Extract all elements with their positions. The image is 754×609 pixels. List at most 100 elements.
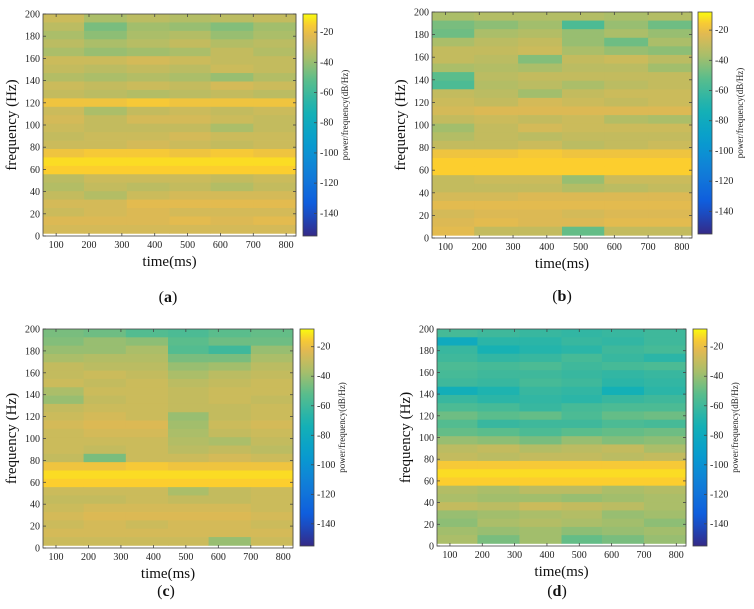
heatmap-cell (168, 512, 209, 521)
colorbar-tick-label: -120 (710, 489, 728, 500)
heatmap-cell (126, 81, 170, 91)
heatmap-cell (253, 140, 297, 150)
heatmap-cell (43, 345, 84, 355)
heatmap-cell (43, 56, 85, 66)
heatmap-cell (125, 420, 169, 430)
y-tick-label: 20 (30, 209, 40, 220)
heatmap-cell (169, 208, 211, 217)
heatmap-cell (253, 132, 297, 141)
heatmap-cell (518, 183, 563, 193)
heatmap-cell (437, 502, 478, 511)
heatmap-cell (601, 502, 645, 511)
heatmap-cell (83, 387, 127, 396)
y-tick-label: 80 (424, 455, 434, 466)
heatmap-cell (126, 182, 170, 192)
heatmap-cell (250, 387, 294, 396)
heatmap-cell (208, 428, 252, 438)
heatmap-cell (43, 98, 85, 108)
heatmap-cell (43, 487, 84, 496)
colorbar-tick-label: -120 (317, 489, 335, 500)
heatmap-cell (604, 132, 649, 142)
heatmap-cell (210, 39, 254, 49)
heatmap-cell (519, 337, 562, 346)
x-tick-label: 500 (572, 550, 587, 561)
heatmap-cell (519, 386, 562, 396)
heatmap-cell (519, 427, 562, 437)
heatmap-cell (437, 460, 478, 470)
heatmap-cells (43, 329, 294, 546)
heatmap-cell (84, 216, 128, 226)
heatmap-cell (208, 512, 252, 521)
heatmap-cell (474, 123, 519, 133)
heatmap-cell (125, 387, 169, 396)
heatmap-cell (562, 166, 605, 176)
heatmap-cell (477, 394, 520, 404)
heatmap-cell (253, 98, 297, 108)
heatmap-cell (518, 54, 563, 64)
heatmap-cell (208, 495, 252, 505)
y-tick-label: 40 (30, 500, 40, 511)
heatmap-cell (474, 80, 519, 90)
heatmap-cell (474, 12, 519, 21)
heatmap-cell (432, 20, 475, 30)
heatmap-cell (126, 106, 170, 116)
y-tick-label: 80 (30, 143, 40, 154)
heatmap-cell (84, 140, 128, 150)
heatmap-cell (250, 487, 294, 496)
x-tick-label: 100 (442, 550, 457, 561)
heatmap-cell (43, 208, 85, 217)
heatmap-cell (126, 47, 170, 57)
colorbar-label: power/frequency(dB/Hz) (730, 382, 740, 472)
heatmap-cell (250, 353, 294, 363)
heatmap-cell (648, 192, 693, 202)
heatmap-cell (518, 20, 563, 30)
heatmap-cell (169, 165, 211, 175)
heatmap-cell (250, 420, 294, 430)
heatmap-cell (169, 123, 211, 133)
colorbar (302, 13, 318, 237)
heatmap-cell (83, 503, 127, 513)
heatmap-cell (474, 72, 519, 82)
heatmap-cell (43, 132, 85, 141)
heatmap-cell (169, 39, 211, 49)
x-tick-label: 700 (243, 552, 258, 563)
heatmap-cell (519, 436, 562, 445)
heatmap-cell (250, 512, 294, 521)
heatmap-cell (432, 89, 475, 99)
heatmap-cell (125, 537, 169, 546)
heatmap-cell (210, 73, 254, 82)
y-tick-label: 20 (424, 520, 434, 531)
heatmap-cell (43, 462, 84, 471)
heatmap-cell (253, 56, 297, 66)
heatmap-cell (477, 353, 520, 363)
y-tick-label: 160 (25, 54, 40, 65)
y-axis-label: frequency (Hz) (4, 79, 20, 170)
heatmap-cell (432, 132, 475, 142)
colorbar-tick-label: -100 (320, 148, 338, 159)
heatmap-cell (253, 224, 297, 234)
heatmap-cell (208, 487, 252, 496)
y-tick-label: 120 (414, 98, 429, 109)
heatmap-cell (519, 345, 562, 355)
colorbar (697, 11, 713, 235)
heatmap-cell (168, 337, 209, 347)
heatmap-cell (83, 462, 127, 471)
heatmap-cell (562, 46, 605, 56)
heatmap-cell (253, 39, 297, 49)
heatmap-cell (562, 37, 605, 47)
heatmap-cell (643, 502, 687, 511)
heatmap-cell (519, 477, 562, 487)
colorbar-tick-label: -140 (710, 519, 728, 530)
heatmap-cell (518, 97, 563, 107)
heatmap-cell (518, 226, 563, 236)
heatmap-cell (125, 337, 169, 347)
heatmap-cell (601, 460, 645, 470)
heatmap-cell (43, 470, 84, 480)
heatmap-cell (474, 183, 519, 193)
y-tick-label: 120 (25, 412, 40, 423)
heatmap-cell (648, 80, 693, 90)
heatmap-cell (43, 403, 84, 413)
heatmap-cell (518, 72, 563, 82)
heatmap-cell (125, 362, 169, 372)
heatmap-cell (601, 485, 645, 495)
